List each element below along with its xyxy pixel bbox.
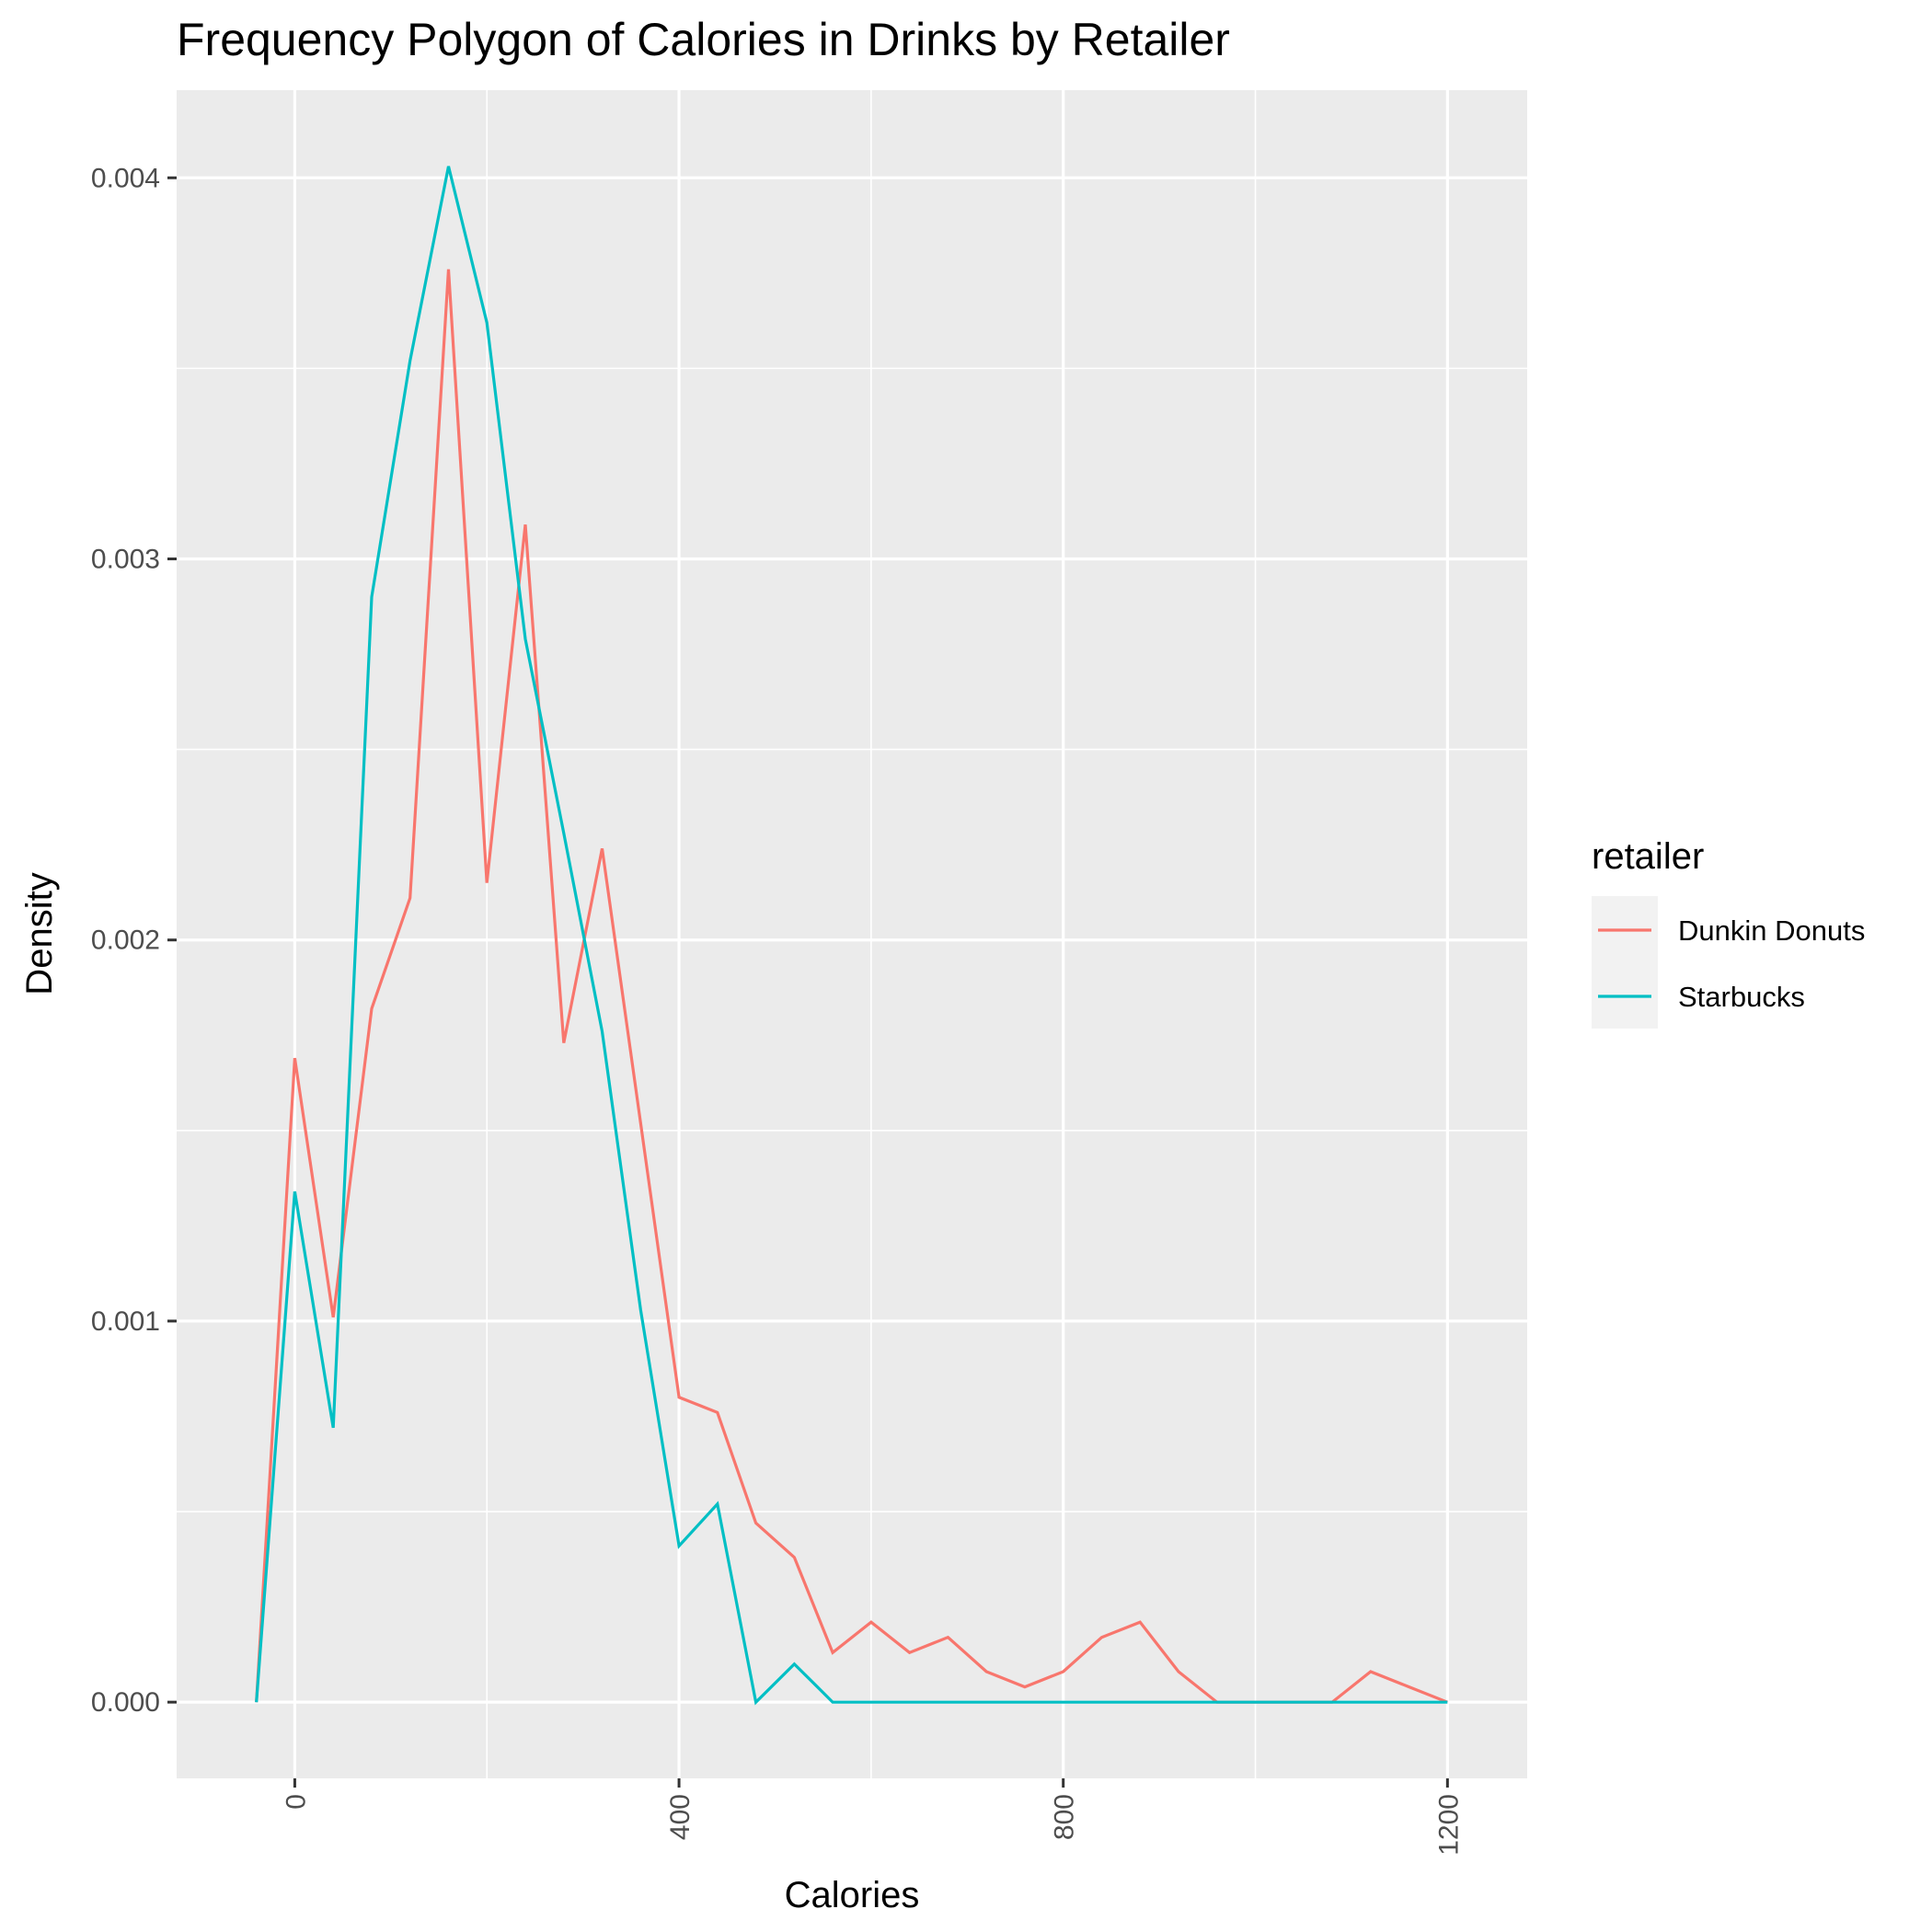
y-tick-label: 0.002 bbox=[91, 926, 160, 956]
x-tick-label: 400 bbox=[665, 1794, 696, 1840]
y-tick-label: 0.001 bbox=[91, 1306, 160, 1337]
series-line-starbucks bbox=[255, 166, 1448, 1706]
legend-key-background bbox=[1592, 896, 1658, 1029]
x-axis-title: Calories bbox=[785, 1875, 920, 1915]
x-tick-labels: 0 400 800 1200 bbox=[281, 1794, 1464, 1856]
legend-label-dunkin-donuts: Dunkin Donuts bbox=[1678, 914, 1865, 947]
axis-ticks bbox=[167, 176, 1449, 1788]
legend-label-starbucks: Starbucks bbox=[1678, 981, 1805, 1013]
series-lines bbox=[255, 166, 1448, 1706]
y-tick-labels: 0.000 0.001 0.002 0.003 0.004 bbox=[91, 163, 160, 1718]
legend-title: retailer bbox=[1592, 836, 1704, 877]
y-tick-label: 0.004 bbox=[91, 163, 160, 193]
chart-title: Frequency Polygon of Calories in Drinks … bbox=[177, 14, 1230, 65]
x-tick-label: 0 bbox=[281, 1794, 311, 1810]
x-tick-label: 800 bbox=[1050, 1794, 1080, 1840]
legend: retailer Dunkin Donuts Starbucks bbox=[1592, 836, 1865, 1029]
y-tick-label: 0.003 bbox=[91, 545, 160, 575]
major-gridlines bbox=[177, 90, 1527, 1778]
y-tick-label: 0.000 bbox=[91, 1687, 160, 1718]
plot-panel bbox=[177, 90, 1527, 1778]
minor-gridlines bbox=[177, 90, 1527, 1778]
y-axis-title: Density bbox=[19, 872, 60, 995]
x-tick-label: 1200 bbox=[1433, 1794, 1464, 1856]
